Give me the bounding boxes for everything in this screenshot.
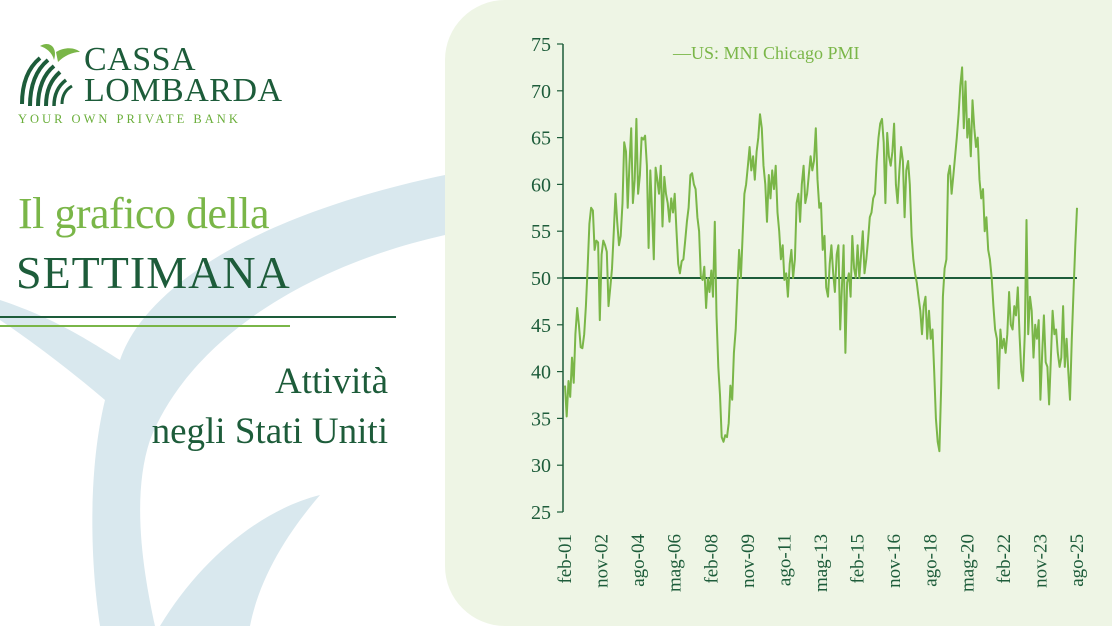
heading-line-1: Il grafico della [18, 189, 269, 238]
heading-line-2: SETTIMANA [16, 247, 291, 298]
x-tick-label: feb-22 [994, 534, 1015, 584]
x-tick-label: feb-08 [701, 534, 722, 584]
y-tick-label: 55 [531, 221, 551, 243]
y-tick-label: 65 [531, 128, 551, 150]
x-tick-label: feb-01 [555, 534, 576, 584]
x-tick-label: mag-20 [957, 534, 978, 592]
x-tick-label: feb-15 [848, 534, 869, 584]
pmi-chart: 25 30 35 40 45 50 55 60 65 70 75 feb-01 nov-02 ago-0… [531, 34, 1088, 593]
x-tick-label: nov-16 [884, 534, 905, 588]
subtitle-line-2: negli Stati Uniti [151, 411, 388, 452]
x-tick-label: nov-02 [592, 534, 613, 588]
subtitle-line-1: Attività [274, 361, 388, 402]
x-tick-label: mag-06 [665, 534, 686, 592]
series-line [564, 66, 1078, 453]
x-tick-label: ago-18 [921, 534, 942, 587]
y-tick-label: 35 [531, 408, 551, 430]
x-tick-label: ago-11 [774, 534, 795, 586]
logo-mark [18, 38, 82, 115]
divider-light [0, 325, 290, 327]
y-tick-label: 70 [531, 81, 551, 103]
brand-name: CASSA LOMBARDA [84, 41, 283, 109]
y-tick-label: 30 [531, 455, 551, 477]
x-tick-label: nov-09 [738, 534, 759, 588]
legend-entry: —US: MNI Chicago PMI [672, 43, 860, 63]
chart-panel: 25 30 35 40 45 50 55 60 65 70 75 feb-01 nov-02 ago-0… [445, 0, 1112, 626]
x-axis-ticks: feb-01 nov-02 ago-04 mag-06 feb-08 nov-09 ago-… [555, 534, 1088, 593]
brand-tagline: YOUR OWN PRIVATE BANK [18, 112, 241, 126]
y-axis-ticks: 25 30 35 40 45 50 55 60 65 70 75 [531, 34, 563, 524]
y-tick-label: 50 [531, 268, 551, 290]
y-tick-label: 60 [531, 174, 551, 196]
x-tick-label: ago-25 [1067, 534, 1088, 587]
y-tick-label: 40 [531, 362, 551, 384]
y-tick-label: 25 [531, 502, 551, 524]
brand-line-1: CASSA [84, 41, 197, 78]
brand-line-2: LOMBARDA [84, 72, 283, 109]
background-swoosh [0, 175, 445, 626]
y-tick-label: 75 [531, 34, 551, 56]
divider-dark [0, 316, 396, 318]
y-tick-label: 45 [531, 315, 551, 337]
x-tick-label: mag-13 [811, 534, 832, 592]
x-tick-label: ago-04 [628, 534, 649, 587]
x-tick-label: nov-23 [1030, 534, 1051, 588]
left-panel: CASSA LOMBARDA YOUR OWN PRIVATE BANK Il … [0, 0, 445, 626]
